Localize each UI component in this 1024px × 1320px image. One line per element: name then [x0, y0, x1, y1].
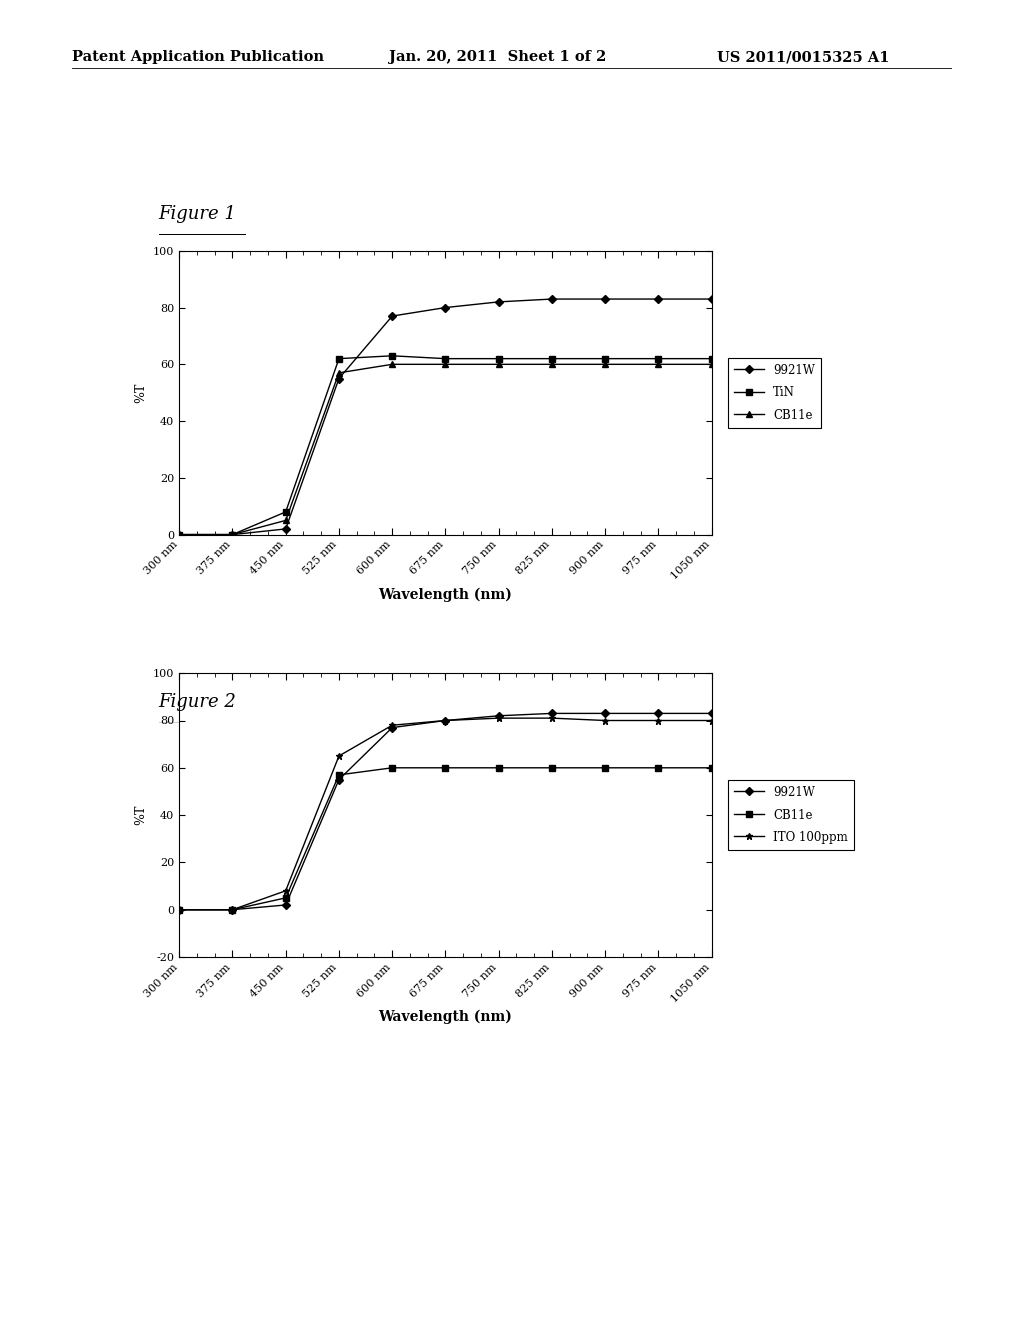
- 9921W: [493, 708, 505, 723]
- TiN: [493, 351, 505, 367]
- TiN: [386, 348, 398, 364]
- 9921W: [599, 705, 611, 721]
- CB11e: [439, 356, 452, 372]
- 9921W: [439, 300, 452, 315]
- Line: 9921W: 9921W: [176, 710, 715, 912]
- 9921W: [599, 292, 611, 308]
- 9921W: [386, 308, 398, 323]
- ITO 100ppm: [386, 717, 398, 733]
- CB11e: [386, 760, 398, 776]
- X-axis label: Wavelength (nm): Wavelength (nm): [379, 587, 512, 602]
- CB11e: [546, 356, 558, 372]
- 9921W: [280, 898, 292, 913]
- CB11e: [173, 527, 185, 543]
- ITO 100ppm: [599, 713, 611, 729]
- CB11e: [280, 890, 292, 906]
- 9921W: [386, 719, 398, 735]
- Text: Figure 1: Figure 1: [159, 205, 237, 223]
- X-axis label: Wavelength (nm): Wavelength (nm): [379, 1010, 512, 1024]
- Text: Patent Application Publication: Patent Application Publication: [72, 50, 324, 65]
- 9921W: [226, 902, 239, 917]
- ITO 100ppm: [333, 748, 345, 764]
- ITO 100ppm: [173, 902, 185, 917]
- ITO 100ppm: [226, 902, 239, 917]
- TiN: [599, 351, 611, 367]
- 9921W: [333, 772, 345, 788]
- 9921W: [493, 294, 505, 310]
- 9921W: [173, 527, 185, 543]
- 9921W: [652, 292, 665, 308]
- TiN: [226, 527, 239, 543]
- Y-axis label: %T: %T: [134, 383, 147, 403]
- 9921W: [706, 292, 718, 308]
- 9921W: [546, 292, 558, 308]
- ITO 100ppm: [280, 883, 292, 899]
- 9921W: [226, 527, 239, 543]
- ITO 100ppm: [652, 713, 665, 729]
- TiN: [546, 351, 558, 367]
- Line: ITO 100ppm: ITO 100ppm: [176, 714, 715, 913]
- CB11e: [439, 760, 452, 776]
- CB11e: [599, 356, 611, 372]
- TiN: [173, 527, 185, 543]
- Text: Figure 2: Figure 2: [159, 693, 237, 711]
- CB11e: [333, 767, 345, 783]
- CB11e: [226, 527, 239, 543]
- Line: CB11e: CB11e: [176, 766, 715, 912]
- CB11e: [173, 902, 185, 917]
- TiN: [652, 351, 665, 367]
- Line: TiN: TiN: [176, 352, 715, 537]
- CB11e: [280, 512, 292, 528]
- 9921W: [173, 902, 185, 917]
- 9921W: [333, 371, 345, 387]
- CB11e: [493, 760, 505, 776]
- Legend: 9921W, TiN, CB11e: 9921W, TiN, CB11e: [728, 358, 821, 428]
- Line: 9921W: 9921W: [176, 296, 715, 537]
- CB11e: [652, 356, 665, 372]
- CB11e: [386, 356, 398, 372]
- CB11e: [493, 356, 505, 372]
- Y-axis label: %T: %T: [134, 805, 147, 825]
- CB11e: [333, 364, 345, 380]
- Legend: 9921W, CB11e, ITO 100ppm: 9921W, CB11e, ITO 100ppm: [728, 780, 854, 850]
- ITO 100ppm: [439, 713, 452, 729]
- 9921W: [439, 713, 452, 729]
- 9921W: [706, 705, 718, 721]
- TiN: [439, 351, 452, 367]
- 9921W: [280, 521, 292, 537]
- ITO 100ppm: [706, 713, 718, 729]
- ITO 100ppm: [546, 710, 558, 726]
- TiN: [333, 351, 345, 367]
- Text: Jan. 20, 2011  Sheet 1 of 2: Jan. 20, 2011 Sheet 1 of 2: [389, 50, 606, 65]
- CB11e: [706, 760, 718, 776]
- ITO 100ppm: [493, 710, 505, 726]
- 9921W: [546, 705, 558, 721]
- CB11e: [652, 760, 665, 776]
- CB11e: [599, 760, 611, 776]
- TiN: [706, 351, 718, 367]
- Text: US 2011/0015325 A1: US 2011/0015325 A1: [717, 50, 889, 65]
- Line: CB11e: CB11e: [176, 362, 715, 537]
- 9921W: [652, 705, 665, 721]
- CB11e: [546, 760, 558, 776]
- TiN: [280, 504, 292, 520]
- CB11e: [706, 356, 718, 372]
- CB11e: [226, 902, 239, 917]
